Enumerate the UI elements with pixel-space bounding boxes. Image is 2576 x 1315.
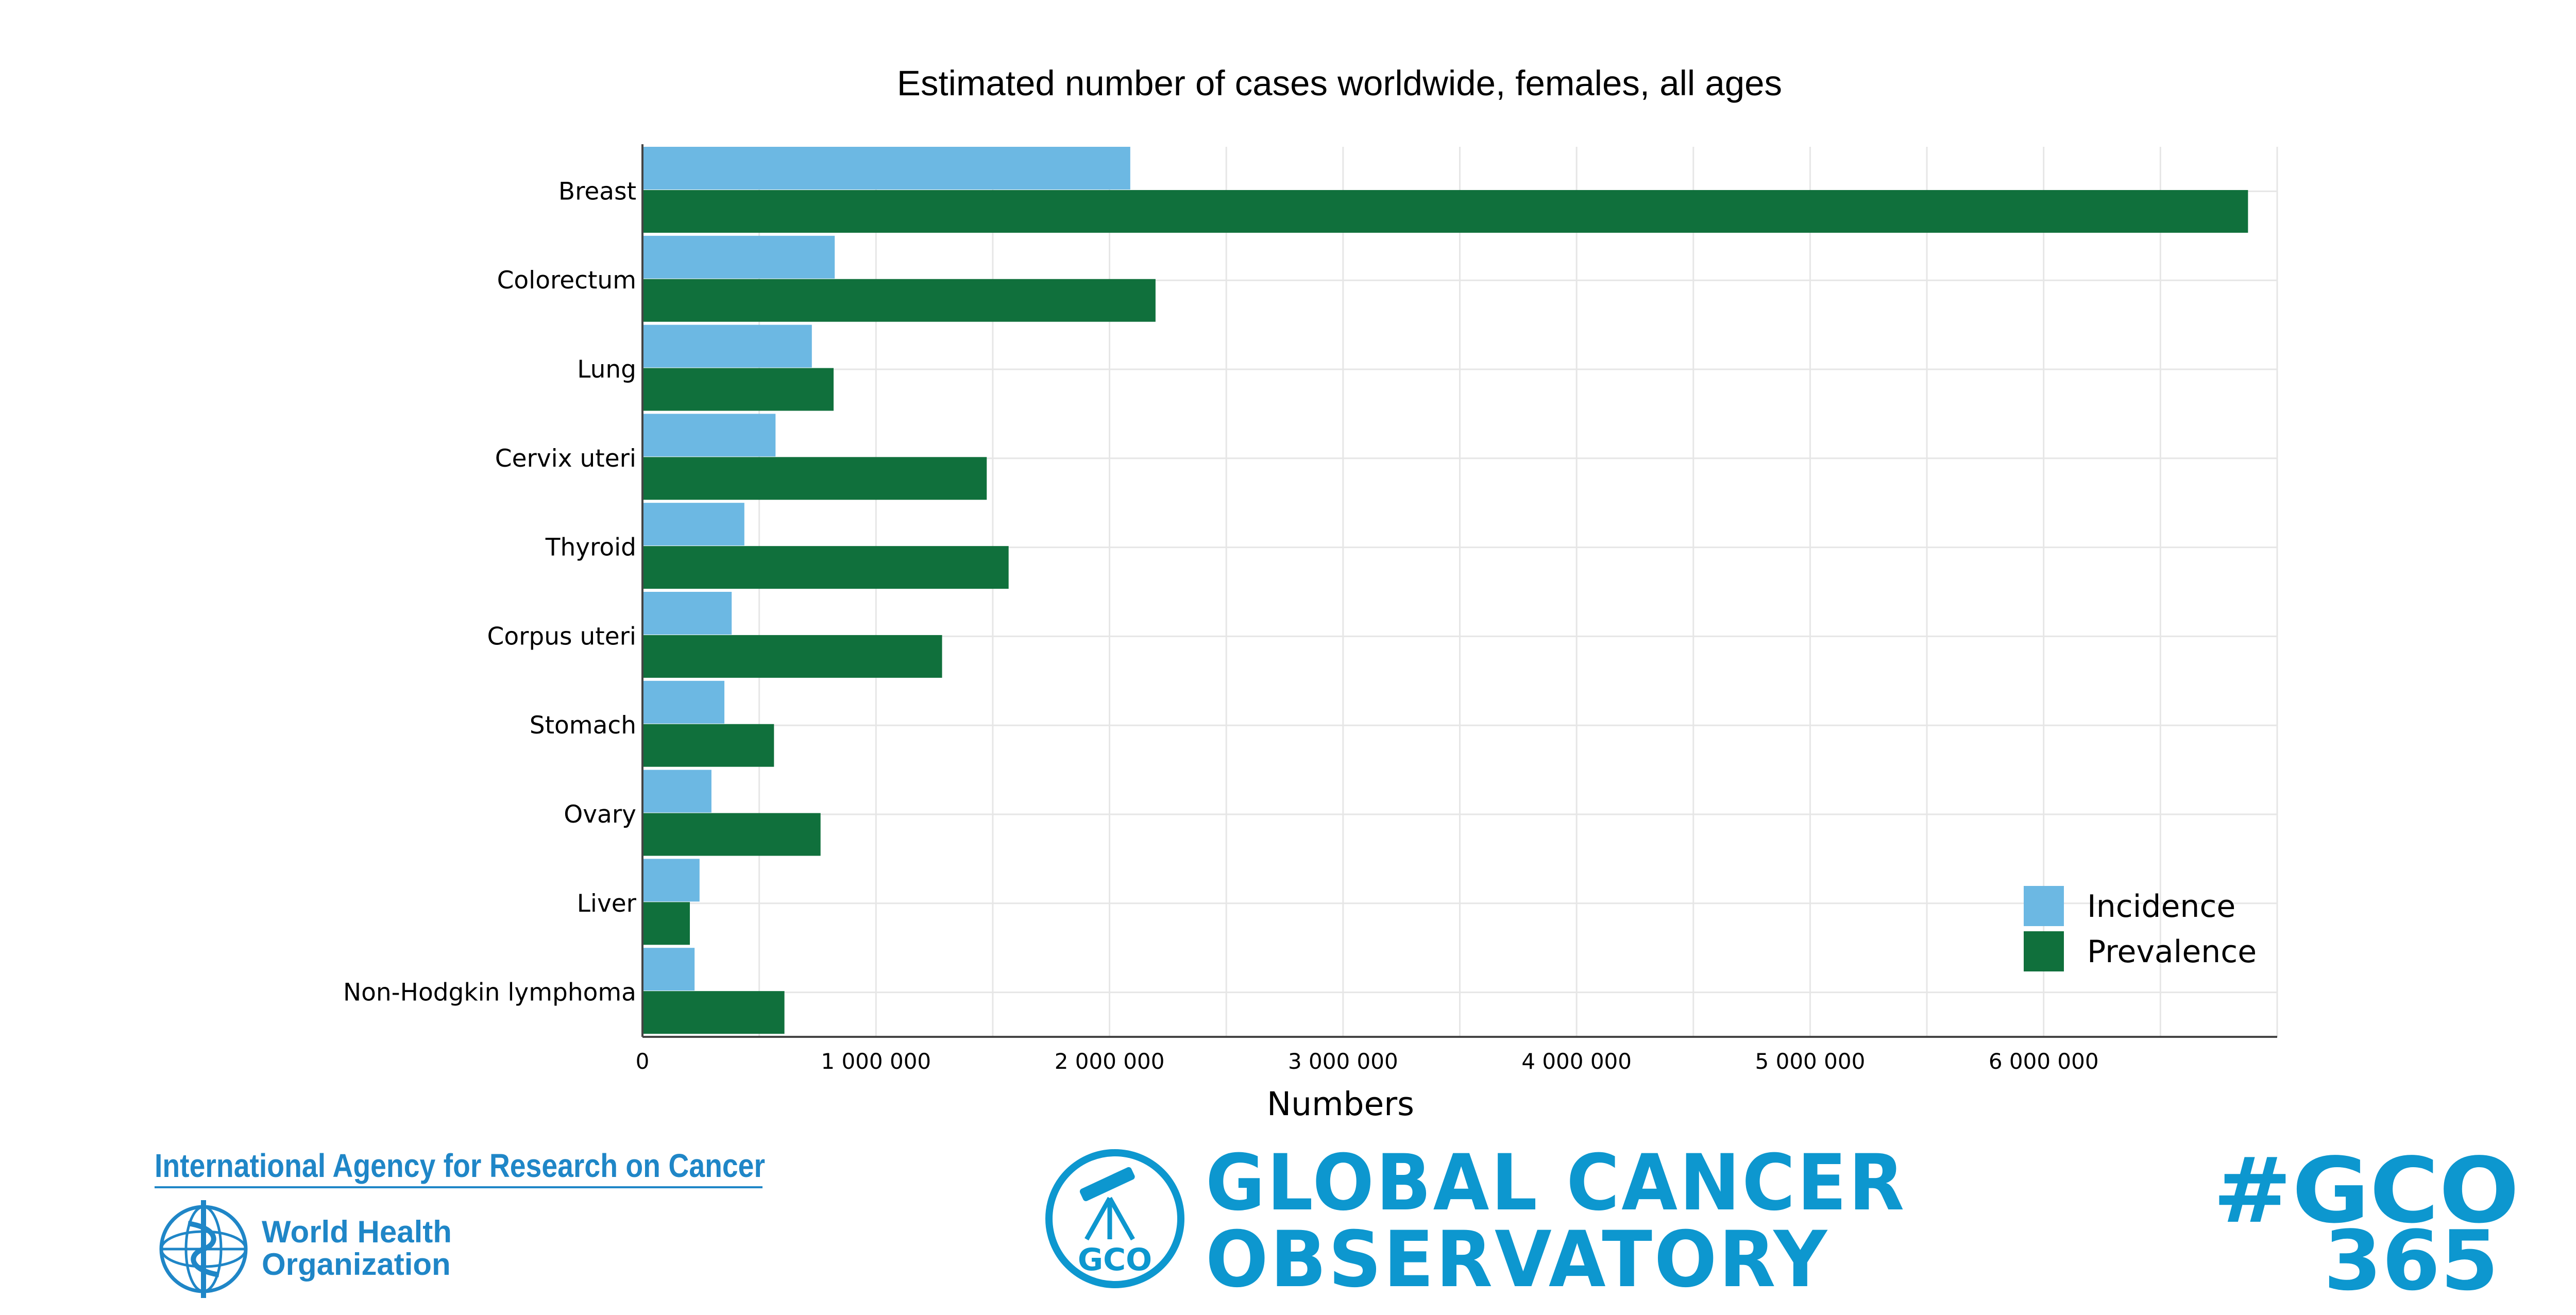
x-tick-label: 5 000 000 xyxy=(1755,1049,1866,1074)
bar-incidence xyxy=(642,680,725,724)
bar-prevalence xyxy=(642,902,690,945)
category-label: Stomach xyxy=(530,711,636,740)
legend-label-prevalence: Prevalence xyxy=(2087,934,2257,970)
who-name-line1: World Health xyxy=(262,1215,452,1249)
axes xyxy=(641,144,2277,1038)
category-label: Breast xyxy=(558,177,636,206)
x-tick-label: 6 000 000 xyxy=(1989,1049,2099,1074)
hashtag-gco: #GCO xyxy=(2213,1139,2519,1243)
gco-logo: GCO GLOBAL CANCER OBSERVATORY xyxy=(1045,1138,1906,1305)
x-tick-label: 1 000 000 xyxy=(821,1049,931,1074)
bar-prevalence xyxy=(642,991,785,1034)
x-tick-label: 2 000 000 xyxy=(1055,1049,1165,1074)
bar-incidence xyxy=(642,235,835,279)
gco-title-line1: GLOBAL CANCER xyxy=(1206,1138,1906,1228)
category-label: Corpus uteri xyxy=(487,622,636,651)
iarc-underline xyxy=(155,1186,762,1188)
bar-incidence xyxy=(642,948,695,991)
category-label: Cervix uteri xyxy=(495,445,636,473)
bars xyxy=(642,147,2248,1034)
hashtag-logo: #GCO 365 xyxy=(2213,1139,2519,1309)
legend-swatch-incidence xyxy=(2024,886,2064,926)
legend-swatch-prevalence xyxy=(2024,931,2064,971)
iarc-logo: International Agency for Research on Can… xyxy=(155,1147,765,1188)
x-axis-title: Numbers xyxy=(1267,1085,1414,1123)
bar-prevalence xyxy=(642,813,821,856)
category-label: Ovary xyxy=(564,800,636,829)
category-label: Colorectum xyxy=(497,266,636,295)
bar-incidence xyxy=(642,414,776,457)
bar-prevalence xyxy=(642,279,1156,322)
bar-prevalence xyxy=(642,190,2248,233)
bar-prevalence xyxy=(642,635,942,678)
category-labels: Breast Colorectum Lung Cervix uteri Thyroid C… xyxy=(343,177,637,1006)
category-label: Liver xyxy=(577,890,637,918)
bar-incidence xyxy=(642,325,812,368)
who-name-line2: Organization xyxy=(262,1247,451,1282)
gco-badge: GCO xyxy=(1078,1242,1152,1278)
bar-incidence xyxy=(642,592,732,635)
bar-prevalence xyxy=(642,457,987,500)
bar-prevalence xyxy=(642,546,1009,589)
category-label: Thyroid xyxy=(545,534,636,562)
hashtag-365: 365 xyxy=(2324,1212,2499,1309)
chart-title: Estimated number of cases worldwide, fem… xyxy=(897,63,1782,103)
x-tick-label: 0 xyxy=(636,1049,650,1074)
legend-label-incidence: Incidence xyxy=(2087,889,2235,925)
legend: Incidence Prevalence xyxy=(2024,886,2257,971)
category-label: Non-Hodgkin lymphoma xyxy=(343,979,636,1007)
bar-incidence xyxy=(642,770,711,813)
grid xyxy=(642,147,2278,1037)
who-logo: World Health Organization xyxy=(159,1200,452,1298)
bar-incidence xyxy=(642,503,744,546)
bar-prevalence xyxy=(642,368,834,411)
bar-incidence xyxy=(642,859,700,902)
bar-prevalence xyxy=(642,724,774,767)
tick-labels: 0 1 000 000 2 000 000 3 000 000 4 000 000 5 0… xyxy=(636,1049,2099,1074)
x-tick-label: 4 000 000 xyxy=(1521,1049,1632,1074)
iarc-name: International Agency for Research on Can… xyxy=(155,1147,765,1184)
x-tick-label: 3 000 000 xyxy=(1288,1049,1398,1074)
category-label: Lung xyxy=(577,355,636,384)
who-emblem-icon xyxy=(159,1200,248,1298)
telescope-icon: GCO xyxy=(1045,1149,1184,1288)
bar-incidence xyxy=(642,147,1130,190)
gco-title-line2: OBSERVATORY xyxy=(1206,1215,1829,1305)
